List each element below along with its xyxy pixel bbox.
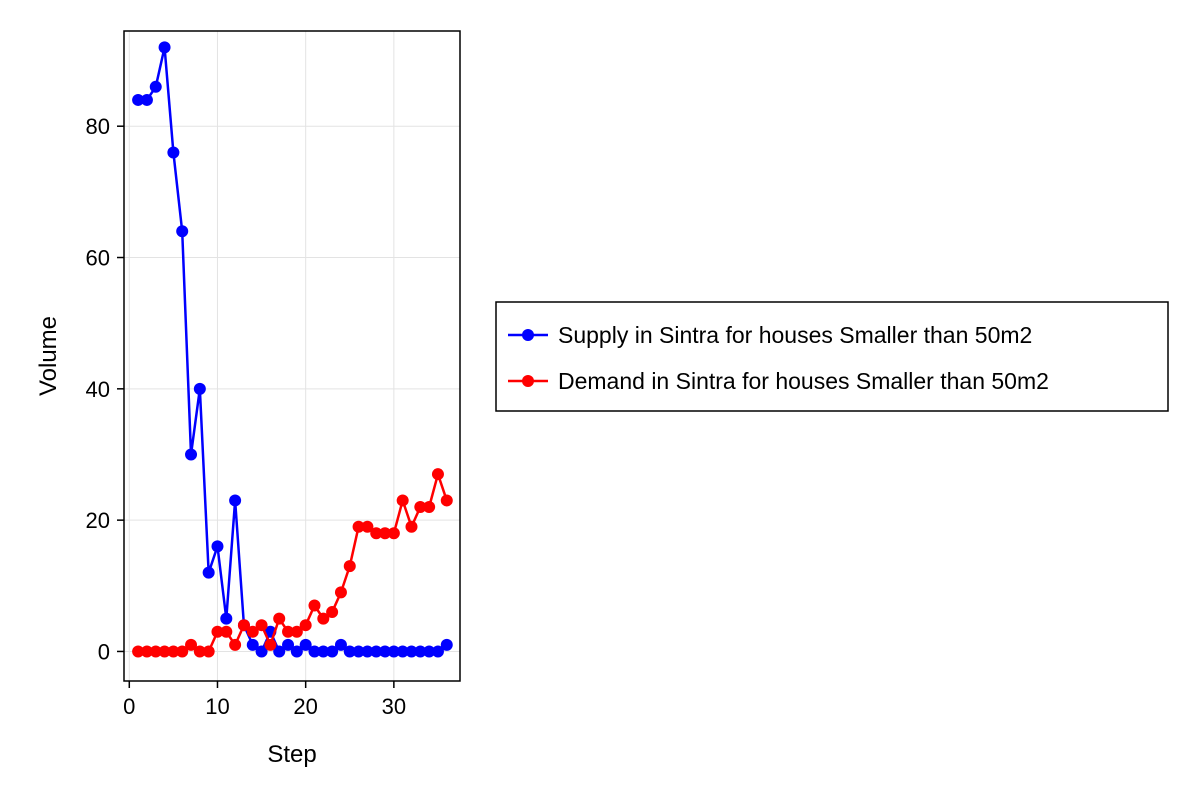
plot-frame bbox=[123, 30, 461, 682]
legend-marker-demand bbox=[522, 375, 534, 387]
data-point-demand bbox=[246, 625, 259, 638]
series-line-supply bbox=[138, 46, 448, 653]
data-point-supply bbox=[370, 645, 383, 658]
data-point-supply bbox=[387, 645, 400, 658]
data-point-demand bbox=[273, 612, 286, 625]
data-point-supply bbox=[361, 645, 374, 658]
data-point-demand bbox=[308, 599, 321, 612]
data-point-supply bbox=[255, 645, 268, 658]
data-point-demand bbox=[299, 619, 312, 632]
data-point-demand bbox=[237, 619, 250, 632]
data-point-supply bbox=[158, 41, 171, 54]
y-axis: 0 20 40 60 80 bbox=[86, 114, 124, 664]
data-point-demand bbox=[229, 638, 242, 651]
legend-item-demand: Demand in Sintra for houses Smaller than… bbox=[508, 368, 1049, 394]
data-point-demand bbox=[423, 501, 436, 514]
legend: Supply in Sintra for houses Smaller than… bbox=[495, 301, 1169, 412]
data-point-supply bbox=[379, 645, 392, 658]
data-point-supply bbox=[352, 645, 365, 658]
data-point-supply bbox=[396, 645, 409, 658]
data-point-supply bbox=[246, 638, 259, 651]
data-point-supply bbox=[326, 645, 339, 658]
data-point-supply bbox=[405, 645, 418, 658]
data-point-demand bbox=[132, 645, 145, 658]
data-point-demand bbox=[431, 468, 444, 481]
data-point-demand bbox=[405, 520, 418, 533]
data-point-supply bbox=[202, 566, 215, 579]
data-point-supply bbox=[440, 638, 453, 651]
x-tick-label: 0 bbox=[123, 694, 135, 719]
data-point-demand bbox=[193, 645, 206, 658]
data-point-supply bbox=[132, 93, 145, 106]
data-point-supply bbox=[273, 645, 286, 658]
legend-item-supply: Supply in Sintra for houses Smaller than… bbox=[508, 322, 1032, 348]
data-point-demand bbox=[264, 638, 277, 651]
legend-label-demand: Demand in Sintra for houses Smaller than… bbox=[558, 368, 1049, 394]
data-point-demand bbox=[387, 527, 400, 540]
data-point-demand bbox=[185, 638, 198, 651]
x-axis: 0 10 20 30 bbox=[123, 681, 406, 719]
data-point-demand bbox=[396, 494, 409, 507]
data-point-demand bbox=[326, 606, 339, 619]
data-point-supply bbox=[343, 645, 356, 658]
x-axis-label: Step bbox=[267, 741, 316, 768]
y-tick-label: 60 bbox=[86, 246, 110, 271]
data-point-demand bbox=[379, 527, 392, 540]
data-point-supply bbox=[308, 645, 321, 658]
data-point-demand bbox=[211, 625, 224, 638]
y-tick-label: 80 bbox=[86, 114, 110, 139]
data-point-demand bbox=[290, 625, 303, 638]
data-point-demand bbox=[176, 645, 189, 658]
data-point-supply bbox=[317, 645, 330, 658]
data-point-supply bbox=[140, 93, 153, 106]
data-point-supply bbox=[290, 645, 303, 658]
data-point-supply bbox=[167, 146, 180, 159]
series-demand bbox=[132, 468, 453, 658]
y-tick-label: 40 bbox=[86, 377, 110, 402]
data-point-supply bbox=[282, 638, 295, 651]
x-tick-label: 20 bbox=[293, 694, 317, 719]
data-point-demand bbox=[317, 612, 330, 625]
data-point-supply bbox=[414, 645, 427, 658]
data-point-demand bbox=[140, 645, 153, 658]
data-point-demand bbox=[343, 560, 356, 573]
y-tick-label: 20 bbox=[86, 508, 110, 533]
data-point-demand bbox=[167, 645, 180, 658]
data-point-supply bbox=[176, 225, 189, 238]
data-point-demand bbox=[352, 520, 365, 533]
legend-box bbox=[495, 301, 1169, 412]
data-point-demand bbox=[334, 586, 347, 599]
data-point-supply bbox=[185, 448, 198, 461]
series-layer bbox=[132, 41, 453, 658]
data-point-supply bbox=[334, 638, 347, 651]
data-point-demand bbox=[282, 625, 295, 638]
grid bbox=[124, 31, 460, 681]
data-point-demand bbox=[220, 625, 233, 638]
data-point-supply bbox=[149, 80, 162, 93]
series-supply bbox=[132, 41, 453, 658]
data-point-supply bbox=[193, 382, 206, 395]
data-point-supply bbox=[431, 645, 444, 658]
data-point-demand bbox=[440, 494, 453, 507]
legend-marker-supply bbox=[522, 329, 534, 341]
x-tick-label: 10 bbox=[205, 694, 229, 719]
data-point-demand bbox=[149, 645, 162, 658]
x-tick-label: 30 bbox=[382, 694, 406, 719]
y-tick-label: 0 bbox=[98, 639, 110, 664]
data-point-demand bbox=[158, 645, 171, 658]
data-point-demand bbox=[414, 501, 427, 514]
data-point-supply bbox=[299, 638, 312, 651]
data-point-demand bbox=[361, 520, 374, 533]
data-point-supply bbox=[211, 540, 224, 553]
data-point-supply bbox=[423, 645, 436, 658]
data-point-demand bbox=[370, 527, 383, 540]
data-point-supply bbox=[220, 612, 233, 625]
data-point-demand bbox=[255, 619, 268, 632]
legend-label-supply: Supply in Sintra for houses Smaller than… bbox=[558, 322, 1032, 348]
y-axis-label: Volume bbox=[35, 316, 62, 396]
data-point-demand bbox=[202, 645, 215, 658]
data-point-supply bbox=[229, 494, 242, 507]
